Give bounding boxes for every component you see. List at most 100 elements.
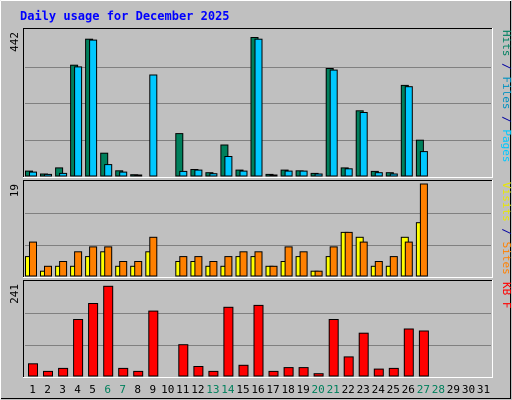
bar-files-day-27 <box>419 151 428 177</box>
bar-files-day-6 <box>104 164 113 177</box>
series-legend-part: / <box>500 222 512 242</box>
bar-files-day-25 <box>389 173 398 177</box>
bar-files-day-2 <box>44 173 52 177</box>
x-tick-label: 14 <box>221 383 235 396</box>
bar-sites-day-14 <box>224 256 233 277</box>
x-tick-label: 3 <box>59 383 66 396</box>
chart-title: Daily usage for December 2025 <box>20 9 230 23</box>
x-tick-label: 17 <box>266 383 279 396</box>
bar-files-day-22 <box>344 168 353 177</box>
bar-kbytes-day-19 <box>298 367 309 377</box>
bar-kbytes-day-24 <box>373 368 384 377</box>
bar-kbytes-day-5 <box>88 303 99 377</box>
bar-hits-day-11 <box>175 133 184 177</box>
bar-files-day-3 <box>59 172 68 177</box>
x-tick-label: 4 <box>74 383 81 396</box>
bar-kbytes-day-8 <box>133 370 144 377</box>
bar-sites-day-13 <box>209 261 218 277</box>
bar-files-day-18 <box>284 170 293 177</box>
x-tick-label: 31 <box>477 383 490 396</box>
bar-files-day-11 <box>179 170 188 177</box>
bar-kbytes-day-27 <box>418 330 429 377</box>
x-tick-label: 5 <box>89 383 96 396</box>
bar-sites-day-5 <box>89 246 98 277</box>
bar-files-day-19 <box>299 170 308 177</box>
bar-kbytes-day-26 <box>403 328 414 377</box>
bar-files-day-23 <box>359 112 368 177</box>
panel-visits: 19 Visits / Sites <box>8 180 512 278</box>
x-tick-label: 28 <box>432 383 445 396</box>
bar-sites-day-19 <box>299 251 308 277</box>
bar-sites-day-17 <box>269 265 278 277</box>
series-legend-part: Sites <box>500 242 512 275</box>
bar-sites-day-8 <box>134 261 143 277</box>
x-tick-label: 22 <box>342 383 355 396</box>
x-tick-label: 27 <box>417 383 430 396</box>
bar-kbytes-day-1 <box>28 363 38 377</box>
bar-sites-day-24 <box>374 261 383 277</box>
bar-kbytes-day-21 <box>328 319 339 377</box>
x-tick-label: 19 <box>296 383 309 396</box>
bar-sites-day-27 <box>419 183 428 277</box>
bar-sites-day-9 <box>149 236 158 277</box>
bar-files-day-4 <box>74 66 83 177</box>
series-legend-part: Visits <box>500 182 512 222</box>
bar-kbytes-day-18 <box>283 367 294 377</box>
bar-kbytes-day-16 <box>253 304 264 377</box>
bar-files-day-12 <box>194 169 203 177</box>
x-tick-label: 15 <box>236 383 249 396</box>
bar-sites-day-20 <box>314 270 323 277</box>
series-legend-label: Hits / Files / Pages <box>500 30 512 163</box>
x-tick-label: 20 <box>311 383 324 396</box>
x-tick-label: 11 <box>176 383 189 396</box>
bar-kbytes-day-9 <box>148 310 159 377</box>
x-tick-label: 18 <box>281 383 294 396</box>
bar-files-day-8 <box>134 174 143 177</box>
bar-sites-day-18 <box>284 246 293 277</box>
x-tick-label: 1 <box>29 383 36 396</box>
bar-sites-day-16 <box>254 251 263 277</box>
x-tick-label: 13 <box>206 383 219 396</box>
bar-kbytes-day-14 <box>223 306 234 377</box>
bar-files-day-1 <box>29 171 37 177</box>
bar-sites-day-7 <box>119 261 128 277</box>
x-tick-label: 10 <box>161 383 174 396</box>
bar-kbytes-day-15 <box>238 364 249 377</box>
bar-kbytes-day-6 <box>103 285 114 377</box>
ymax-label: 19 <box>8 184 21 197</box>
panel-hits: 442 Hits / Files / Pages <box>8 28 512 178</box>
bar-files-day-13 <box>209 173 218 177</box>
x-tick-label: 7 <box>119 383 126 396</box>
x-tick-label: 2 <box>44 383 51 396</box>
x-tick-label: 21 <box>327 383 340 396</box>
bar-sites-day-21 <box>329 246 338 277</box>
bar-sites-day-6 <box>104 246 113 277</box>
series-legend-part: Files <box>500 76 512 109</box>
bar-kbytes-day-7 <box>118 367 129 377</box>
bar-files-day-15 <box>239 170 248 177</box>
bar-sites-day-1 <box>29 241 37 277</box>
bar-kbytes-day-11 <box>178 344 189 377</box>
bar-kbytes-day-4 <box>73 319 84 377</box>
panel-kbytes: 241 KB F <box>8 280 512 378</box>
x-tick-label: 26 <box>402 383 415 396</box>
bar-kbytes-day-23 <box>358 332 369 377</box>
x-tick-label: 6 <box>104 383 111 396</box>
bar-files-day-16 <box>254 38 263 177</box>
bar-files-day-14 <box>224 156 233 177</box>
series-legend-label: KB F <box>500 282 512 309</box>
bar-files-day-24 <box>374 172 383 177</box>
bar-kbytes-day-20 <box>313 373 324 377</box>
bar-sites-day-12 <box>194 256 203 277</box>
bar-kbytes-day-2 <box>43 370 53 377</box>
bar-kbytes-day-22 <box>343 356 354 377</box>
ymax-label: 241 <box>8 284 21 304</box>
bar-sites-day-3 <box>59 261 68 277</box>
series-legend-part: KB F <box>500 282 512 309</box>
bar-files-day-20 <box>314 173 323 177</box>
bar-kbytes-day-3 <box>58 367 69 377</box>
bar-kbytes-day-13 <box>208 370 219 377</box>
bar-sites-day-22 <box>344 231 353 277</box>
bar-sites-day-25 <box>389 256 398 277</box>
ymax-label: 442 <box>8 32 21 52</box>
